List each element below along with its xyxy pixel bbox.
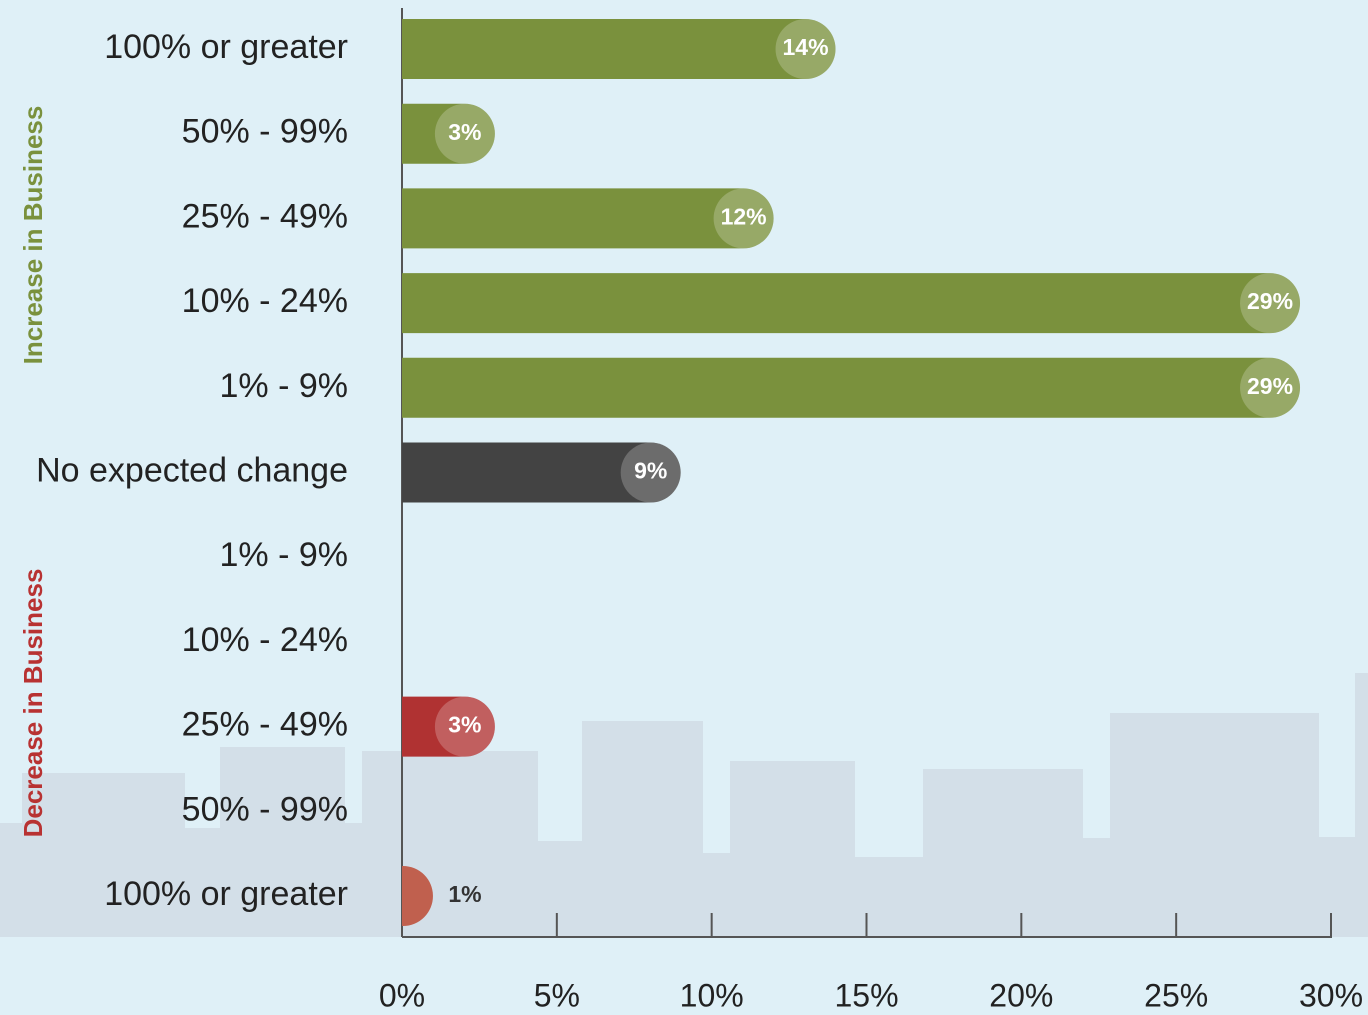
category-label: 25% - 49% bbox=[182, 197, 348, 235]
x-tick-label: 20% bbox=[989, 977, 1053, 1013]
bar bbox=[402, 273, 1300, 333]
category-label: 100% or greater bbox=[104, 875, 348, 913]
category-label: 50% - 99% bbox=[182, 790, 348, 828]
group-label: Increase in Business bbox=[18, 106, 48, 365]
category-label: 10% - 24% bbox=[182, 621, 348, 659]
value-label: 12% bbox=[721, 203, 767, 229]
x-tick-label: 5% bbox=[534, 977, 580, 1013]
x-tick-label: 25% bbox=[1144, 977, 1208, 1013]
category-label: 100% or greater bbox=[104, 28, 348, 66]
chart: 0% 5% 10% 15% 20% 25% 30% Increase in Business D… bbox=[0, 0, 1368, 1015]
x-tick-label: 10% bbox=[680, 977, 744, 1013]
x-tick-label: 15% bbox=[834, 977, 898, 1013]
value-label: 3% bbox=[448, 712, 481, 738]
value-label: 9% bbox=[634, 458, 667, 484]
value-label: 3% bbox=[448, 119, 481, 145]
x-tick-label: 0% bbox=[379, 977, 425, 1013]
category-label: No expected change bbox=[36, 451, 348, 489]
x-tick-label: 30% bbox=[1299, 977, 1363, 1013]
value-label: 29% bbox=[1247, 288, 1293, 314]
category-label: 1% - 9% bbox=[220, 536, 349, 574]
value-label: 1% bbox=[448, 881, 481, 907]
category-label: 25% - 49% bbox=[182, 706, 348, 744]
category-label: 50% - 99% bbox=[182, 113, 348, 151]
bar bbox=[402, 358, 1300, 418]
category-label: 10% - 24% bbox=[182, 282, 348, 320]
group-label: Decrease in Business bbox=[18, 569, 48, 838]
value-label: 14% bbox=[783, 34, 829, 60]
value-label: 29% bbox=[1247, 373, 1293, 399]
bar bbox=[402, 19, 836, 79]
category-label: 1% - 9% bbox=[220, 367, 349, 405]
